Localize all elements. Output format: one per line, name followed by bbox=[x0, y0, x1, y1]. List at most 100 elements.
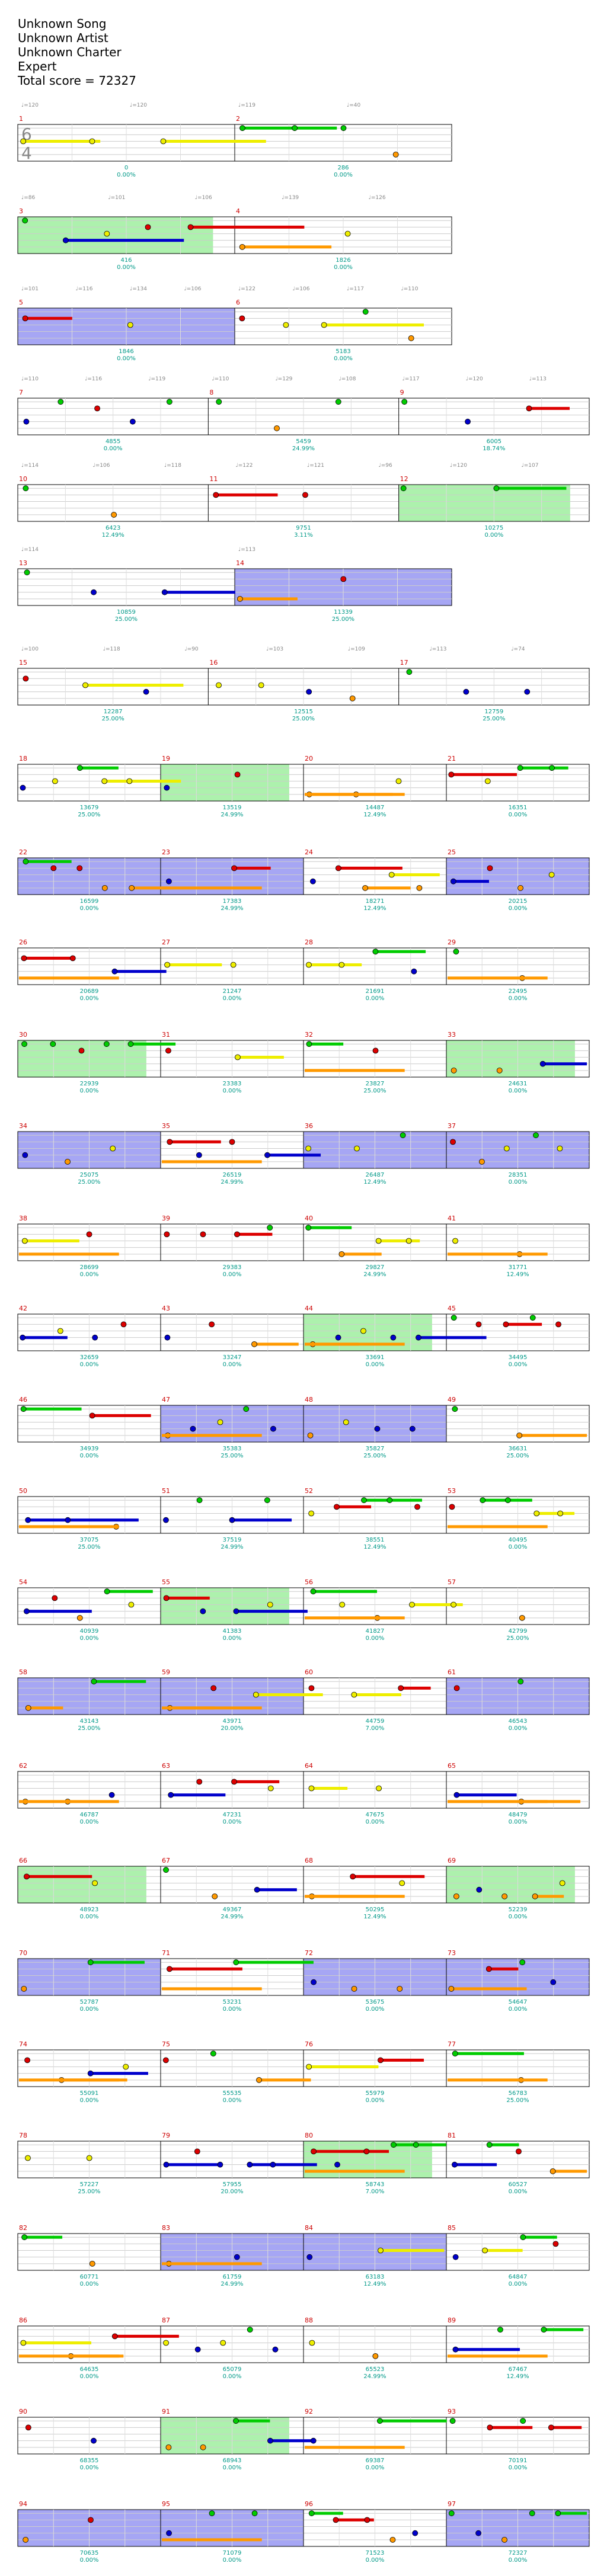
note bbox=[465, 418, 471, 425]
score-percent: 0.00% bbox=[223, 1088, 242, 1094]
note bbox=[24, 569, 30, 576]
measure-number: 52 bbox=[305, 1487, 313, 1495]
note bbox=[526, 405, 532, 412]
note bbox=[111, 2333, 118, 2340]
score-value: 26487 bbox=[366, 1172, 385, 1178]
note bbox=[267, 2437, 273, 2444]
note bbox=[360, 1328, 366, 1334]
note bbox=[482, 2247, 488, 2254]
note bbox=[25, 1517, 31, 1523]
sustain bbox=[28, 1706, 63, 1710]
note bbox=[229, 1517, 235, 1523]
tempo-marker: ♩=122 bbox=[236, 463, 253, 469]
sustain bbox=[162, 886, 262, 890]
time-signature-bottom: 4 bbox=[21, 143, 32, 163]
score-percent: 0.00% bbox=[509, 1914, 528, 1920]
measure-number: 11 bbox=[209, 475, 218, 483]
note bbox=[89, 1412, 95, 1419]
note bbox=[388, 872, 395, 878]
note bbox=[21, 2234, 28, 2241]
note bbox=[504, 1497, 511, 1504]
note bbox=[335, 865, 341, 872]
note bbox=[247, 2327, 253, 2333]
sustain bbox=[365, 886, 411, 890]
score-percent: 0.00% bbox=[509, 2557, 528, 2564]
note bbox=[76, 865, 83, 872]
note bbox=[378, 2057, 384, 2064]
measure-number: 70 bbox=[19, 1949, 27, 1957]
score-percent: 0.00% bbox=[509, 2465, 528, 2471]
tempo-marker: ♩=134 bbox=[130, 286, 147, 292]
score-value: 54647 bbox=[509, 1999, 528, 2005]
note bbox=[167, 1966, 172, 1972]
note bbox=[21, 955, 27, 962]
sustain bbox=[169, 1967, 242, 1971]
note bbox=[409, 1425, 416, 1432]
note bbox=[267, 1785, 274, 1792]
sustain bbox=[19, 1800, 119, 1803]
note bbox=[108, 1792, 115, 1798]
sustain bbox=[336, 1505, 372, 1508]
note bbox=[519, 1959, 526, 1966]
score-value: 43143 bbox=[80, 1718, 99, 1725]
note bbox=[451, 2161, 458, 2168]
note bbox=[231, 865, 237, 872]
note bbox=[308, 2510, 315, 2517]
score-percent: 0.00% bbox=[104, 446, 123, 452]
score-value: 26519 bbox=[223, 1172, 242, 1178]
note bbox=[351, 1985, 357, 1992]
score-percent: 18.74% bbox=[483, 446, 505, 452]
measure-number: 50 bbox=[19, 1487, 27, 1495]
score-value: 18271 bbox=[366, 898, 385, 905]
measure-number: 47 bbox=[162, 1396, 170, 1404]
note bbox=[23, 858, 29, 865]
note bbox=[166, 2530, 172, 2536]
note bbox=[101, 778, 108, 784]
note bbox=[23, 418, 30, 425]
note bbox=[247, 2161, 253, 2168]
tempo-marker: ♩=117 bbox=[402, 376, 420, 382]
score-value: 34939 bbox=[80, 1446, 99, 1452]
sustain bbox=[305, 2446, 405, 2449]
note bbox=[233, 1959, 239, 1966]
measure-number: 48 bbox=[305, 1396, 313, 1404]
note bbox=[20, 1334, 26, 1341]
score-value: 37519 bbox=[223, 1537, 242, 1543]
note bbox=[104, 230, 110, 237]
score-percent: 0.00% bbox=[509, 2189, 528, 2195]
sustain bbox=[170, 1140, 221, 1143]
measure-number: 31 bbox=[162, 1031, 170, 1039]
note bbox=[168, 1792, 174, 1798]
measure-number: 76 bbox=[305, 2040, 313, 2048]
note bbox=[91, 589, 97, 595]
note bbox=[414, 1504, 420, 1510]
note bbox=[305, 1225, 312, 1231]
sustain bbox=[267, 1154, 321, 1157]
note bbox=[453, 1792, 460, 1798]
sustain bbox=[90, 2072, 148, 2075]
measure-number: 86 bbox=[19, 2317, 27, 2324]
note bbox=[270, 1425, 276, 1432]
note bbox=[375, 1238, 382, 1244]
measure-number: 40 bbox=[305, 1215, 313, 1222]
note bbox=[310, 1588, 317, 1595]
score-value: 5459 bbox=[296, 438, 311, 445]
score-value: 68943 bbox=[223, 2458, 242, 2464]
note bbox=[220, 2340, 226, 2346]
score-value: 12515 bbox=[294, 709, 313, 715]
score-percent: 0.00% bbox=[366, 2097, 385, 2104]
score-value: 63183 bbox=[366, 2274, 385, 2280]
sustain bbox=[380, 2249, 445, 2253]
sustain bbox=[308, 1226, 352, 1229]
note bbox=[362, 309, 369, 315]
measure-number: 12 bbox=[400, 475, 408, 483]
score-value: 37075 bbox=[80, 1537, 99, 1543]
note bbox=[258, 682, 264, 688]
sustain bbox=[236, 1960, 314, 1964]
score-percent: 25.00% bbox=[78, 2189, 100, 2195]
measure-number: 69 bbox=[448, 1857, 456, 1864]
sustain bbox=[239, 597, 298, 601]
note bbox=[217, 2161, 223, 2168]
score-value: 5183 bbox=[336, 348, 350, 355]
sustain bbox=[454, 2163, 497, 2167]
